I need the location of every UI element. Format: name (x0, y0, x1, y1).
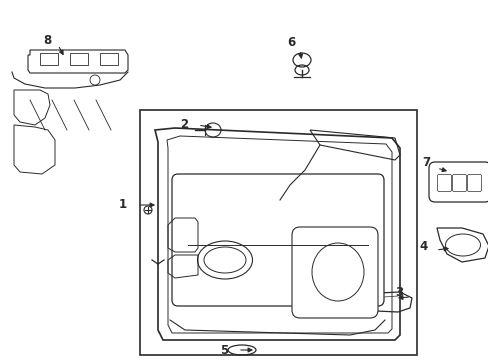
Text: 1: 1 (119, 198, 127, 211)
Text: 2: 2 (180, 118, 187, 131)
Text: 5: 5 (219, 343, 227, 356)
Text: 4: 4 (419, 240, 427, 253)
FancyBboxPatch shape (437, 175, 450, 192)
FancyBboxPatch shape (451, 175, 466, 192)
Text: 6: 6 (287, 36, 295, 49)
FancyBboxPatch shape (467, 175, 481, 192)
FancyBboxPatch shape (428, 162, 488, 202)
Text: 8: 8 (43, 33, 52, 46)
FancyBboxPatch shape (172, 174, 383, 306)
Bar (100, 53, 118, 65)
Bar (70, 53, 88, 65)
FancyBboxPatch shape (291, 227, 377, 318)
Bar (40, 53, 58, 65)
Bar (140, 110, 416, 355)
Text: 7: 7 (421, 157, 429, 170)
Text: 3: 3 (394, 285, 402, 298)
